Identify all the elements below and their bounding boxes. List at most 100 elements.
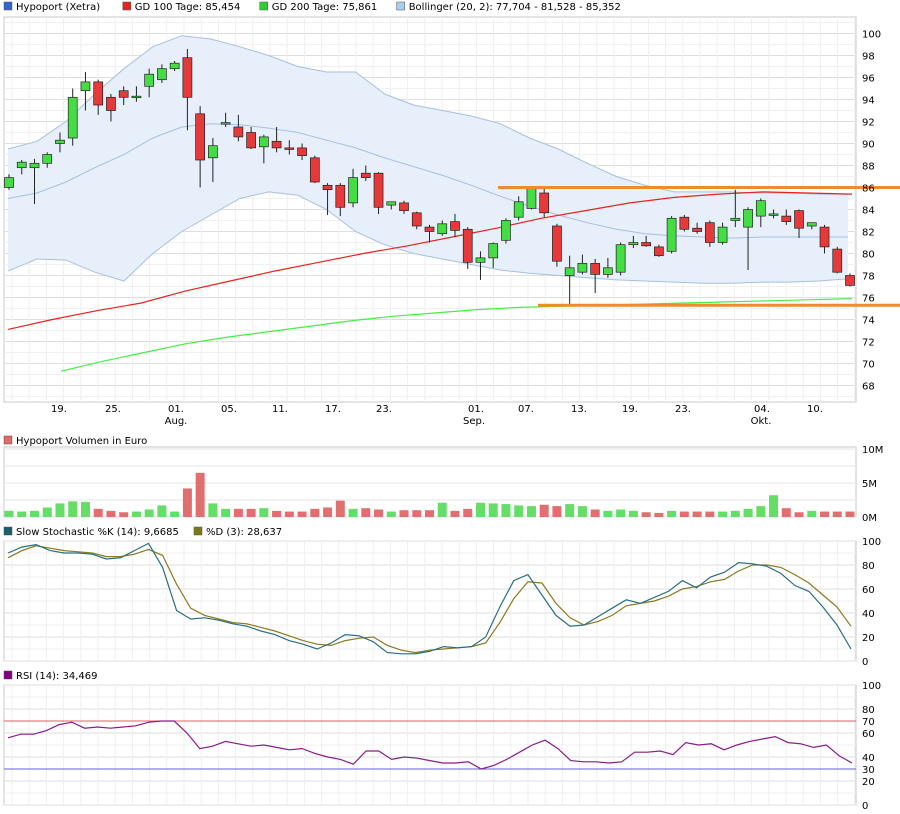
volume-bar (310, 508, 320, 517)
price-axis-tick: 88 (862, 162, 875, 173)
candle (42, 154, 53, 164)
volume-bar (641, 512, 651, 517)
price-axis-tick: 96 (862, 74, 875, 85)
volume-bar (208, 503, 218, 517)
candle (845, 275, 855, 286)
candle (501, 220, 511, 241)
volume-bar (144, 509, 154, 517)
rsi-line (7, 720, 853, 770)
rsi-axis-tick: 0 (862, 801, 868, 812)
volume-bar (284, 511, 294, 517)
volume-axis-tick: 0M (862, 513, 877, 524)
candle (4, 177, 14, 188)
price-axis-tick: 70 (862, 360, 875, 371)
volume-bar (80, 502, 90, 517)
volume-bar (335, 500, 345, 517)
volume-bar (692, 511, 702, 517)
candle (781, 215, 792, 222)
rsi-axis-tick: 30 (862, 765, 875, 776)
price-axis-tick: 68 (862, 382, 875, 393)
legend-label: GD 200 Tage: 75,861 (272, 2, 378, 13)
date-axis-tick: 01. (468, 404, 484, 415)
volume-bar (131, 511, 141, 517)
candle (309, 157, 320, 183)
volume-bar (679, 511, 689, 517)
volume-bar (348, 508, 358, 517)
volume-bar (323, 507, 333, 517)
date-axis-tick: 04. (754, 404, 770, 415)
candle (424, 226, 435, 232)
price-axis-tick: 82 (862, 228, 875, 239)
price-axis-tick: 74 (862, 316, 875, 327)
legend-label: RSI (14): 34,469 (16, 671, 98, 682)
candle (284, 147, 295, 150)
legend-label: Hypoport (Xetra) (16, 2, 100, 13)
candle (386, 201, 397, 206)
candle (743, 209, 753, 228)
plot-layer (4, 35, 900, 770)
candle (526, 188, 537, 209)
rsi-axis-tick: 80 (862, 705, 875, 716)
volume-bar (820, 511, 830, 517)
rsi-axis-tick: 100 (862, 681, 881, 692)
volume-bar (221, 508, 231, 517)
date-axis-tick: 11. (272, 404, 288, 415)
ma200-line (60, 298, 853, 372)
candle (335, 184, 346, 208)
volume-bar (514, 505, 524, 517)
volume-bar (29, 510, 39, 517)
rsi-axis-tick: 40 (862, 753, 875, 764)
candle (577, 263, 588, 273)
volume-bar (539, 504, 549, 517)
volume-bar (386, 511, 396, 517)
candle (93, 81, 104, 106)
legend-label: Bollinger (20, 2): 77,704 - 81,528 - 85,… (409, 2, 621, 13)
stochastic-k-line (7, 542, 852, 655)
candle (233, 126, 244, 138)
legend-swatch (3, 1, 13, 11)
stochastic-axis-tick: 0 (862, 657, 868, 668)
volume-bar (195, 472, 205, 517)
volume-bar (259, 508, 269, 517)
stochastic-axis-tick: 60 (862, 585, 875, 596)
legend-swatch (396, 1, 405, 11)
candle (348, 177, 358, 204)
stochastic-axis-tick: 100 (862, 537, 881, 548)
legend-swatch (193, 526, 203, 536)
date-axis-tick: 01. (168, 404, 184, 415)
legend-swatch (3, 435, 13, 445)
rsi-axis-tick: 20 (862, 777, 875, 788)
legend-swatch (122, 1, 132, 11)
candle (106, 96, 116, 111)
price-axis-tick: 84 (862, 206, 875, 217)
volume-bar (756, 506, 766, 517)
price-axis-tick: 72 (862, 338, 875, 349)
volume-bar (654, 512, 664, 517)
stochastic-axis-tick: 40 (862, 609, 875, 620)
legend-swatch (259, 1, 268, 11)
legend-label: Hypoport Volumen in Euro (16, 436, 147, 447)
legend-label: %D (3): 28,637 (206, 527, 282, 538)
price-axis-tick: 76 (862, 294, 875, 305)
candle (450, 221, 460, 231)
volume-bar (182, 488, 192, 517)
volume-bar (361, 508, 371, 517)
volume-bar (832, 511, 842, 517)
rsi-axis-tick: 60 (862, 729, 875, 740)
volume-bar (170, 511, 180, 517)
rsi-axis-tick: 70 (862, 717, 875, 728)
volume-bar (705, 511, 715, 517)
legend-label: GD 100 Tage: 85,454 (135, 2, 241, 13)
candle (717, 226, 728, 243)
candle (208, 145, 218, 159)
candle (819, 226, 830, 248)
volume-bar (42, 507, 52, 517)
candle (641, 242, 651, 247)
volume-bar (794, 512, 804, 517)
volume-bar (106, 510, 116, 517)
price-axis-tick: 80 (862, 250, 875, 261)
candle (755, 200, 766, 217)
volume-bar (399, 510, 409, 517)
volume-bar (412, 510, 422, 517)
